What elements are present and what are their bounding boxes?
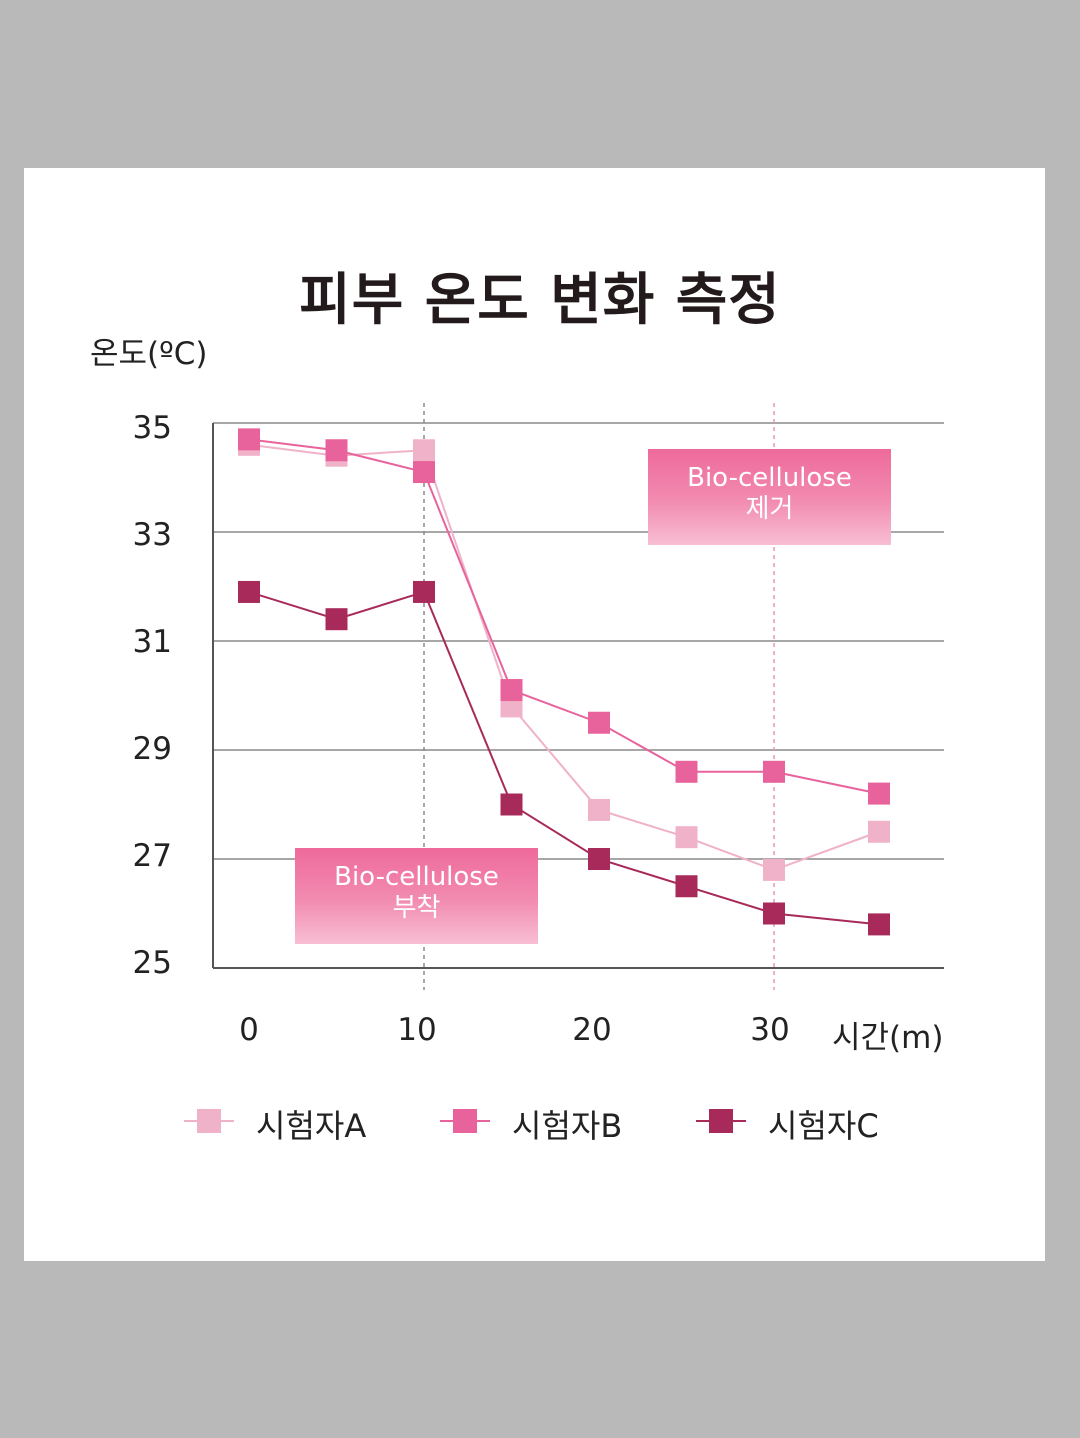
data-point-2-0 xyxy=(238,580,260,603)
data-point-2-2 xyxy=(413,580,435,603)
legend-marker-c xyxy=(696,1109,746,1133)
y-tick-27: 27 xyxy=(132,838,172,874)
data-point-0-6 xyxy=(763,858,785,881)
annotation-attach-line1: Bio-cellulose xyxy=(334,862,499,892)
data-point-2-3 xyxy=(500,793,523,816)
data-point-0-4 xyxy=(588,798,610,821)
y-tick-35: 35 xyxy=(132,410,172,446)
series-line-1 xyxy=(248,438,880,795)
chart-title: 피부 온도 변화 측정 xyxy=(299,268,781,333)
annotation-removal: Bio-cellulose 제거 xyxy=(648,449,891,545)
data-point-2-1 xyxy=(325,608,348,631)
data-point-2-6 xyxy=(763,902,785,925)
data-point-0-7 xyxy=(868,820,890,843)
legend-item-c: 시험자C xyxy=(696,1096,896,1146)
annotation-removal-line1: Bio-cellulose xyxy=(687,463,852,493)
data-point-1-7 xyxy=(868,782,890,805)
y-tick-25: 25 xyxy=(132,945,172,981)
data-point-1-1 xyxy=(325,439,348,462)
series-line-2 xyxy=(248,590,880,926)
data-point-1-6 xyxy=(763,760,785,783)
data-point-2-5 xyxy=(675,875,698,898)
legend-marker-b xyxy=(440,1109,490,1133)
legend-item-a: 시험자A xyxy=(184,1096,384,1146)
x-tick-10: 10 xyxy=(397,1012,437,1048)
legend-item-b: 시험자B xyxy=(440,1096,640,1146)
y-tick-33: 33 xyxy=(132,517,172,553)
data-point-1-5 xyxy=(675,760,698,783)
legend-label-c: 시험자C xyxy=(768,1107,879,1145)
x-axis-label: 시간(m) xyxy=(832,1020,944,1056)
legend-label-b: 시험자B xyxy=(512,1107,623,1145)
annotation-attach-line2: 부착 xyxy=(392,893,441,923)
y-axis-label: 온도(ºC) xyxy=(90,336,208,372)
data-point-0-2 xyxy=(413,439,435,462)
legend-label-a: 시험자A xyxy=(256,1107,367,1145)
x-tick-0: 0 xyxy=(239,1012,259,1048)
data-point-0-5 xyxy=(675,826,698,849)
annotation-attach: Bio-cellulose 부착 xyxy=(295,848,538,944)
data-point-1-3 xyxy=(500,679,523,702)
y-tick-31: 31 xyxy=(132,624,172,660)
data-point-2-4 xyxy=(588,848,610,870)
legend-marker-a xyxy=(184,1109,234,1133)
data-point-1-0 xyxy=(238,428,260,451)
chart-card xyxy=(24,168,1045,1261)
y-tick-29: 29 xyxy=(132,731,172,767)
data-point-1-4 xyxy=(588,711,610,734)
data-point-1-2 xyxy=(413,461,435,484)
x-tick-30: 30 xyxy=(750,1012,790,1048)
data-point-2-7 xyxy=(868,913,890,936)
annotation-removal-line2: 제거 xyxy=(745,494,794,524)
x-tick-20: 20 xyxy=(572,1012,612,1048)
